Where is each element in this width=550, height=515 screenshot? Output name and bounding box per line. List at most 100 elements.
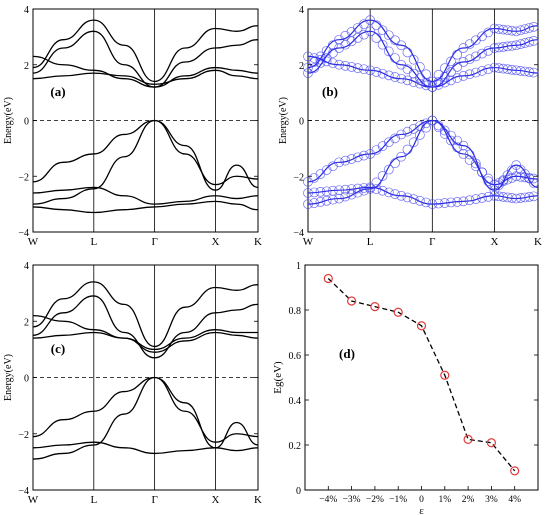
projection-marker — [383, 164, 394, 175]
projection-marker — [458, 140, 469, 151]
gap-point — [347, 296, 357, 306]
projection-marker — [396, 129, 407, 140]
projection-marker — [383, 46, 394, 57]
y-tick-label: 0 — [24, 374, 29, 385]
projection-marker — [371, 20, 382, 31]
y-axis-label: Energy(eV) — [3, 97, 14, 144]
y-tick-label: 2 — [24, 317, 29, 328]
gap-line — [327, 278, 516, 472]
projection-marker — [502, 174, 513, 185]
projection-marker — [427, 115, 438, 126]
band-line — [32, 376, 259, 449]
projection-marker — [433, 198, 444, 209]
projection-marker — [470, 35, 481, 46]
projection-marker — [303, 62, 313, 73]
projection-marker — [352, 183, 363, 194]
band-line — [32, 69, 259, 85]
projection-marker — [427, 199, 438, 209]
band-line — [32, 376, 259, 460]
x-axis-label: ε — [419, 505, 424, 515]
projection-marker — [346, 184, 357, 194]
x-tick-label: 0 — [419, 495, 424, 505]
projection-marker — [377, 25, 388, 36]
projection-marker — [315, 169, 326, 179]
band-line — [307, 55, 539, 88]
projection-marker — [528, 191, 539, 202]
gap-point — [486, 438, 496, 448]
x-tick-label: −2% — [366, 495, 384, 505]
projection-marker — [452, 197, 463, 207]
projection-marker — [470, 67, 481, 78]
projection-marker — [421, 80, 431, 91]
projection-marker — [433, 120, 444, 131]
projection-marker — [371, 33, 382, 43]
projection-marker — [464, 69, 475, 80]
x-tick-label: −3% — [343, 495, 361, 505]
panel-d: 0 0.2 0.4 0.6 0.8 1 −4% −3% −2% −1% 0 1% 2% 3% 4% Eg(eV… — [272, 261, 539, 515]
y-tick-label: −2 — [293, 172, 304, 183]
gap-point — [416, 321, 427, 331]
projection-marker — [334, 185, 344, 196]
projection-marker — [464, 195, 475, 206]
projection-marker — [421, 197, 431, 208]
projection-marker — [483, 176, 494, 187]
projection-marker — [377, 141, 388, 151]
projection-marker — [346, 62, 357, 72]
projection-marker — [396, 151, 407, 162]
projection-marker — [321, 195, 332, 206]
projection-marker — [446, 197, 456, 208]
projection-marker — [489, 179, 500, 190]
band-line — [32, 119, 259, 191]
projection-marker — [524, 192, 535, 202]
projection-marker — [477, 193, 487, 203]
projection-marker — [452, 62, 463, 72]
band-line — [32, 186, 259, 205]
projection-marker — [458, 196, 469, 207]
projection-marker — [359, 64, 369, 75]
gap-point — [463, 434, 473, 444]
projection-marker — [303, 199, 313, 209]
x-tick-label: 1% — [438, 495, 451, 505]
projection-marker — [309, 198, 320, 208]
projection-marker — [528, 21, 539, 32]
y-tick-label: 0 — [296, 486, 301, 497]
projection-marker — [315, 51, 326, 62]
projection-marker — [340, 191, 351, 202]
projection-marker — [346, 189, 357, 200]
projection-marker — [309, 53, 320, 63]
projection-marker — [390, 53, 400, 63]
band-line — [307, 186, 539, 205]
projection-marker — [383, 30, 394, 41]
projection-marker — [452, 73, 463, 83]
projection-marker — [402, 47, 413, 58]
x-tick-label: 3% — [485, 495, 498, 505]
x-tick-label: −4% — [319, 495, 337, 505]
projection-marker — [371, 177, 382, 188]
y-tick-label: 4 — [299, 5, 304, 16]
y-tick-label: 4 — [24, 261, 29, 272]
y-tick-label: −4 — [18, 228, 29, 239]
projection-marker — [477, 167, 487, 178]
projection-marker — [470, 161, 481, 172]
projection-marker — [383, 70, 394, 81]
projection-marker — [340, 155, 351, 166]
projection-marker — [303, 51, 313, 62]
projection-marker — [439, 77, 450, 88]
y-tick-label: −2 — [18, 430, 29, 441]
panel-label: (d) — [339, 346, 355, 361]
projection-marker — [371, 67, 382, 77]
band-line — [32, 281, 259, 348]
band-line — [307, 19, 539, 83]
projection-marker — [383, 187, 394, 198]
projection-marker — [408, 137, 419, 148]
panel-label: (a) — [50, 84, 65, 99]
projection-marker — [321, 186, 332, 197]
y-tick-label: 4 — [24, 5, 29, 16]
band-line — [32, 295, 259, 359]
band-line — [32, 19, 259, 83]
projection-marker — [315, 187, 326, 197]
y-tick-label: −4 — [18, 486, 29, 497]
y-tick-label: 0.2 — [289, 441, 302, 452]
projection-marker — [421, 122, 431, 133]
projection-marker — [439, 129, 450, 139]
